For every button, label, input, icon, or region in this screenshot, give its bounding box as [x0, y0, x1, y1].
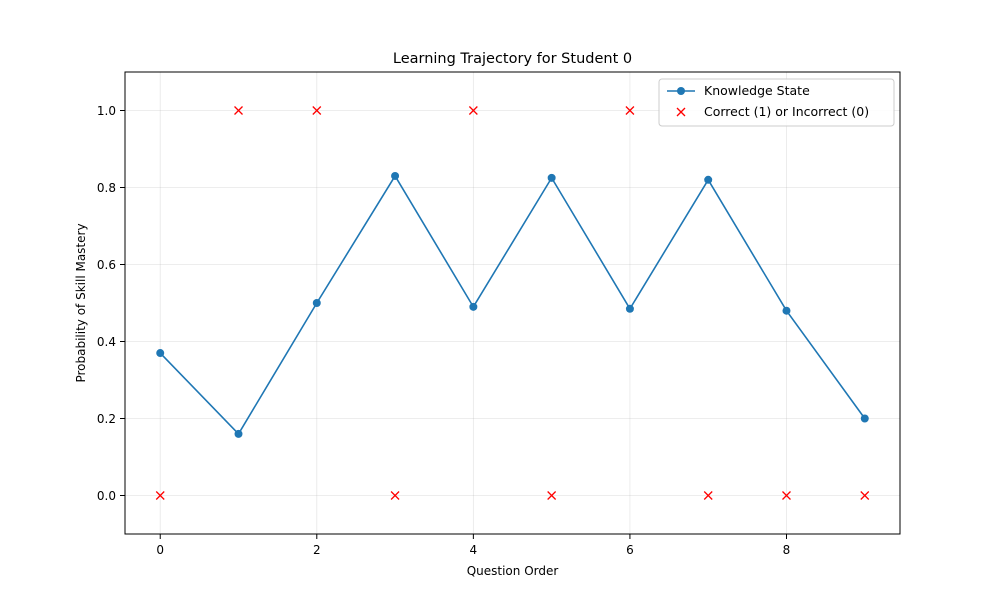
x-mark-stroke [860, 491, 870, 500]
x-tick-label: 4 [470, 543, 478, 557]
legend-marker-correct-incorrect [676, 107, 686, 117]
x-mark-stroke [782, 491, 791, 500]
legend: Knowledge State Correct (1) or Incorrect… [658, 78, 895, 127]
knowledge-state-point [547, 173, 556, 182]
legend-marker-knowledge-state [677, 87, 685, 95]
axis-ticks: 0 2 4 6 8 0.0 0.2 0.4 0.6 0.8 1.0 [97, 104, 790, 557]
correct-incorrect-point [234, 106, 243, 115]
correct-incorrect-point [312, 106, 322, 115]
x-mark-stroke [547, 491, 557, 500]
x-tick-label: 0 [156, 543, 164, 557]
y-tick-label: 1.0 [97, 104, 116, 118]
legend-box [658, 78, 895, 127]
knowledge-state-point [782, 306, 791, 315]
legend-x-mark [676, 107, 686, 117]
y-axis-label: Probability of Skill Mastery [74, 223, 88, 382]
y-tick-label: 0.0 [97, 489, 116, 503]
x-tick-label: 2 [313, 543, 321, 557]
correct-incorrect-point [703, 491, 713, 500]
series-correct-incorrect [155, 106, 870, 500]
correct-incorrect-point [625, 106, 635, 115]
y-tick-label: 0.2 [97, 412, 116, 426]
x-mark-stroke [468, 106, 478, 115]
knowledge-state-point [312, 299, 321, 307]
x-mark-stroke [234, 106, 243, 115]
knowledge-state-point [234, 429, 243, 438]
y-tick-label: 0.8 [97, 181, 116, 195]
correct-incorrect-point [468, 106, 478, 115]
x-mark-stroke [676, 107, 686, 117]
y-tick-label: 0.4 [97, 335, 116, 349]
knowledge-state-line [159, 174, 866, 436]
legend-label-knowledge-state: Knowledge State [704, 83, 810, 98]
knowledge-state-point [156, 349, 165, 358]
x-mark-stroke [312, 106, 322, 115]
plot-frame [124, 71, 901, 535]
correct-incorrect-point [860, 491, 870, 500]
x-mark-stroke [703, 491, 713, 500]
legend-label-correct-incorrect: Correct (1) or Incorrect (0) [704, 104, 869, 119]
x-axis-label: Question Order [467, 564, 559, 578]
correct-incorrect-point [155, 491, 165, 500]
knowledge-state-point [391, 171, 400, 180]
correct-incorrect-point [390, 491, 400, 500]
knowledge-state-point [860, 414, 869, 423]
series-knowledge-state [156, 171, 869, 438]
x-tick-label: 8 [783, 543, 791, 557]
chart-title: Learning Trajectory for Student 0 [393, 51, 632, 67]
correct-incorrect-point [547, 491, 557, 500]
knowledge-state-point [469, 302, 478, 311]
x-mark-stroke [390, 491, 400, 500]
x-mark-stroke [625, 106, 635, 115]
x-mark-stroke [155, 491, 165, 500]
y-tick-label: 0.6 [97, 258, 116, 272]
correct-incorrect-point [782, 491, 791, 500]
knowledge-state-point [625, 304, 634, 313]
knowledge-state-point [704, 175, 713, 184]
x-tick-label: 6 [626, 543, 634, 557]
